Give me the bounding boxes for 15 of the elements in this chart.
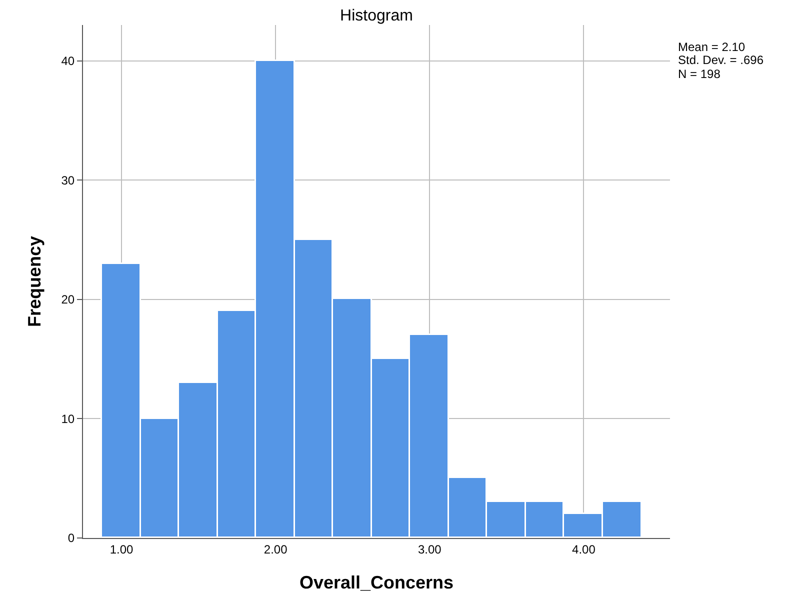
y-tick-label: 0: [68, 531, 75, 546]
y-tick-label: 40: [61, 54, 75, 68]
x-tick-label: 3.00: [418, 542, 442, 556]
y-tick-label: 20: [61, 292, 75, 307]
text: Std. Dev. = .696: [678, 53, 764, 67]
y-axis-title: Frequency: [24, 236, 44, 328]
x-tick-label: 2.00: [264, 542, 288, 556]
y-tick-label: 10: [61, 412, 75, 426]
text: N = 198: [678, 67, 721, 81]
x-tick-label: 1.00: [110, 542, 134, 556]
x-tick-label: 4.00: [572, 542, 596, 556]
y-tick-label: 30: [61, 173, 75, 188]
text: Mean = 2.10: [678, 40, 746, 54]
x-axis-title: Overall_Concerns: [299, 572, 454, 592]
chart-title: Histogram: [340, 7, 413, 24]
